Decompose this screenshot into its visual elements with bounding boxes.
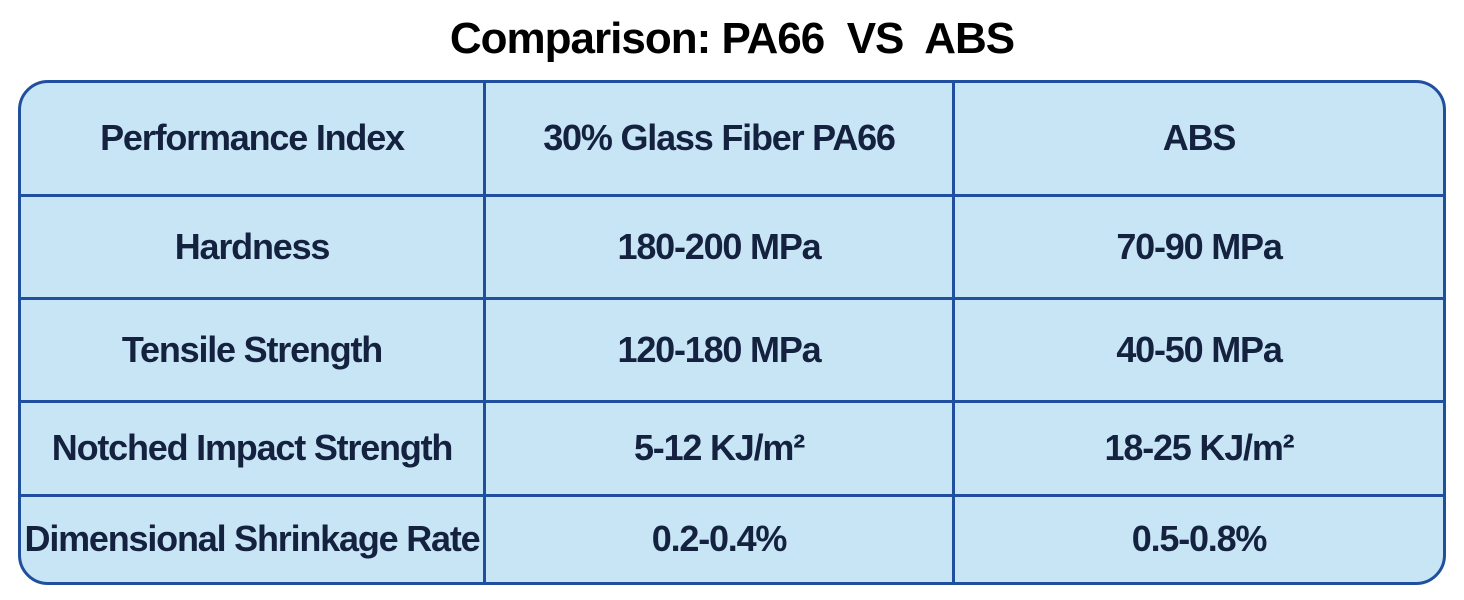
row: Tensile Strength 120-180 MPa 40-50 MPa [21,296,1443,403]
header-row: Performance Index 30% Glass Fiber PA66 A… [21,83,1443,197]
cell: 0.5-0.8% [952,493,1443,582]
row: Hardness 180-200 MPa 70-90 MPa [21,193,1443,300]
cell: 70-90 MPa [952,193,1443,300]
cell: Notched Impact Strength [21,399,486,497]
cell: 18-25 KJ/m² [952,399,1443,497]
cell: 120-180 MPa [483,296,955,403]
cell: Dimensional Shrinkage Rate [21,493,486,582]
cell: 40-50 MPa [952,296,1443,403]
cell: 0.2-0.4% [483,493,955,582]
row: Dimensional Shrinkage Rate 0.2-0.4% 0.5-… [21,493,1443,582]
table-frame: Performance Index 30% Glass Fiber PA66 A… [18,80,1446,585]
cell: 5-12 KJ/m² [483,399,955,497]
header-cell: Performance Index [21,83,486,197]
cell: Hardness [21,193,486,300]
header-cell: 30% Glass Fiber PA66 [483,83,955,197]
comparison-table: Performance Index 30% Glass Fiber PA66 A… [21,83,1443,582]
header-cell: ABS [952,83,1443,197]
cell: 180-200 MPa [483,193,955,300]
row: Notched Impact Strength 5-12 KJ/m² 18-25… [21,399,1443,497]
title: Comparison: PA66 VS ABS [449,14,1015,63]
cell: Tensile Strength [21,296,486,403]
